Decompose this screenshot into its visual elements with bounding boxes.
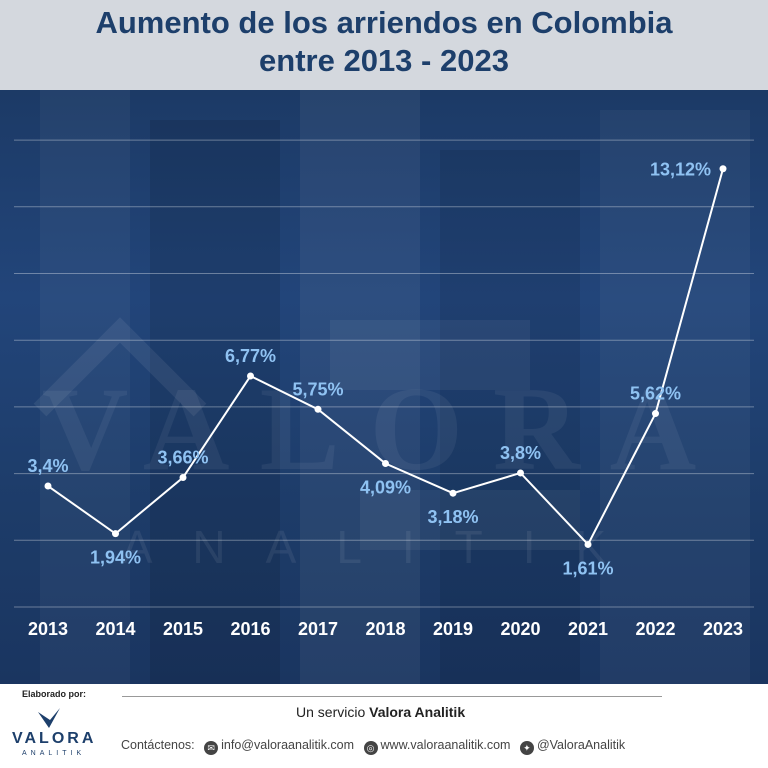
x-tick-label: 2016 — [230, 619, 270, 639]
data-point — [449, 489, 457, 497]
data-label: 5,62% — [630, 384, 681, 404]
x-tick-label: 2020 — [500, 619, 540, 639]
valora-logo-mark-icon — [38, 708, 60, 728]
watermark-analitik: ANALITIK — [121, 521, 647, 573]
email-icon: ✉ — [204, 741, 219, 755]
x-tick-label: 2013 — [28, 619, 68, 639]
x-tick-label: 2015 — [163, 619, 203, 639]
data-point — [112, 530, 119, 538]
x-tick-label: 2019 — [433, 619, 473, 639]
building-background — [33, 90, 750, 684]
data-point — [652, 410, 659, 418]
data-label: 3,18% — [427, 507, 478, 527]
contact-twitter[interactable]: @ValoraAnalitik — [536, 738, 626, 752]
service-line: Un servicio Valora Analitik — [296, 704, 465, 720]
contact-label: Contáctenos: — [121, 738, 195, 752]
data-label: 6,77% — [225, 346, 276, 366]
contact-line: Contáctenos: ✉ info@valoraanalitik.com ◎ w… — [121, 738, 625, 755]
line-chart: 3,4% 2013 1,94% 2014 3,66% 2015 6,77% 2016 5,75%… — [14, 139, 754, 639]
chart-title-line-2: entre 2013 - 2023 — [259, 43, 509, 78]
data-point — [179, 474, 187, 482]
data-point — [719, 165, 727, 173]
service-name: Valora Analitik — [369, 704, 466, 720]
twitter-icon: ✦ — [519, 741, 534, 755]
x-tick-label: 2022 — [635, 619, 675, 639]
footer-divider — [122, 696, 662, 697]
data-point — [584, 540, 592, 548]
chart-title-line-1: Aumento de los arriendos en Colombia — [95, 5, 673, 40]
footer: Elaborado por: VALORA ANALITIK Un servic… — [0, 684, 768, 768]
data-label: 4,09% — [360, 477, 411, 497]
data-point — [44, 482, 52, 490]
data-label: 13,12% — [650, 160, 711, 180]
title-banner: Aumento de los arriendos en Colombia ent… — [0, 0, 768, 90]
contact-website[interactable]: www.valoraanalitik.com — [380, 738, 511, 752]
x-tick-label: 2021 — [568, 619, 608, 639]
data-label: 1,61% — [562, 558, 613, 578]
data-label: 3,4% — [27, 456, 68, 476]
watermark-valora: VALORA — [41, 362, 727, 495]
data-point — [517, 469, 524, 477]
logo-subtext: ANALITIK — [22, 750, 86, 757]
globe-icon: ◎ — [363, 741, 378, 755]
logo-text: VALORA — [12, 730, 97, 747]
x-tick-label: 2018 — [365, 619, 405, 639]
x-tick-label: 2014 — [95, 619, 135, 639]
data-point — [247, 372, 254, 380]
data-label: 5,75% — [292, 379, 343, 399]
data-label: 1,94% — [90, 548, 141, 568]
chart-area: VALORA ANALITIK 3,4% 2013 1,94% 2014 3,66% 20… — [0, 90, 768, 684]
data-label: 3,66% — [157, 448, 208, 468]
data-point — [382, 459, 389, 467]
contact-email[interactable]: info@valoraanalitik.com — [221, 738, 355, 752]
data-point — [314, 405, 322, 413]
service-prefix: Un servicio — [296, 704, 370, 720]
elaborado-label: Elaborado por: — [22, 689, 87, 699]
data-label: 3,8% — [500, 443, 541, 463]
x-tick-label: 2023 — [703, 619, 743, 639]
x-tick-label: 2017 — [298, 619, 338, 639]
